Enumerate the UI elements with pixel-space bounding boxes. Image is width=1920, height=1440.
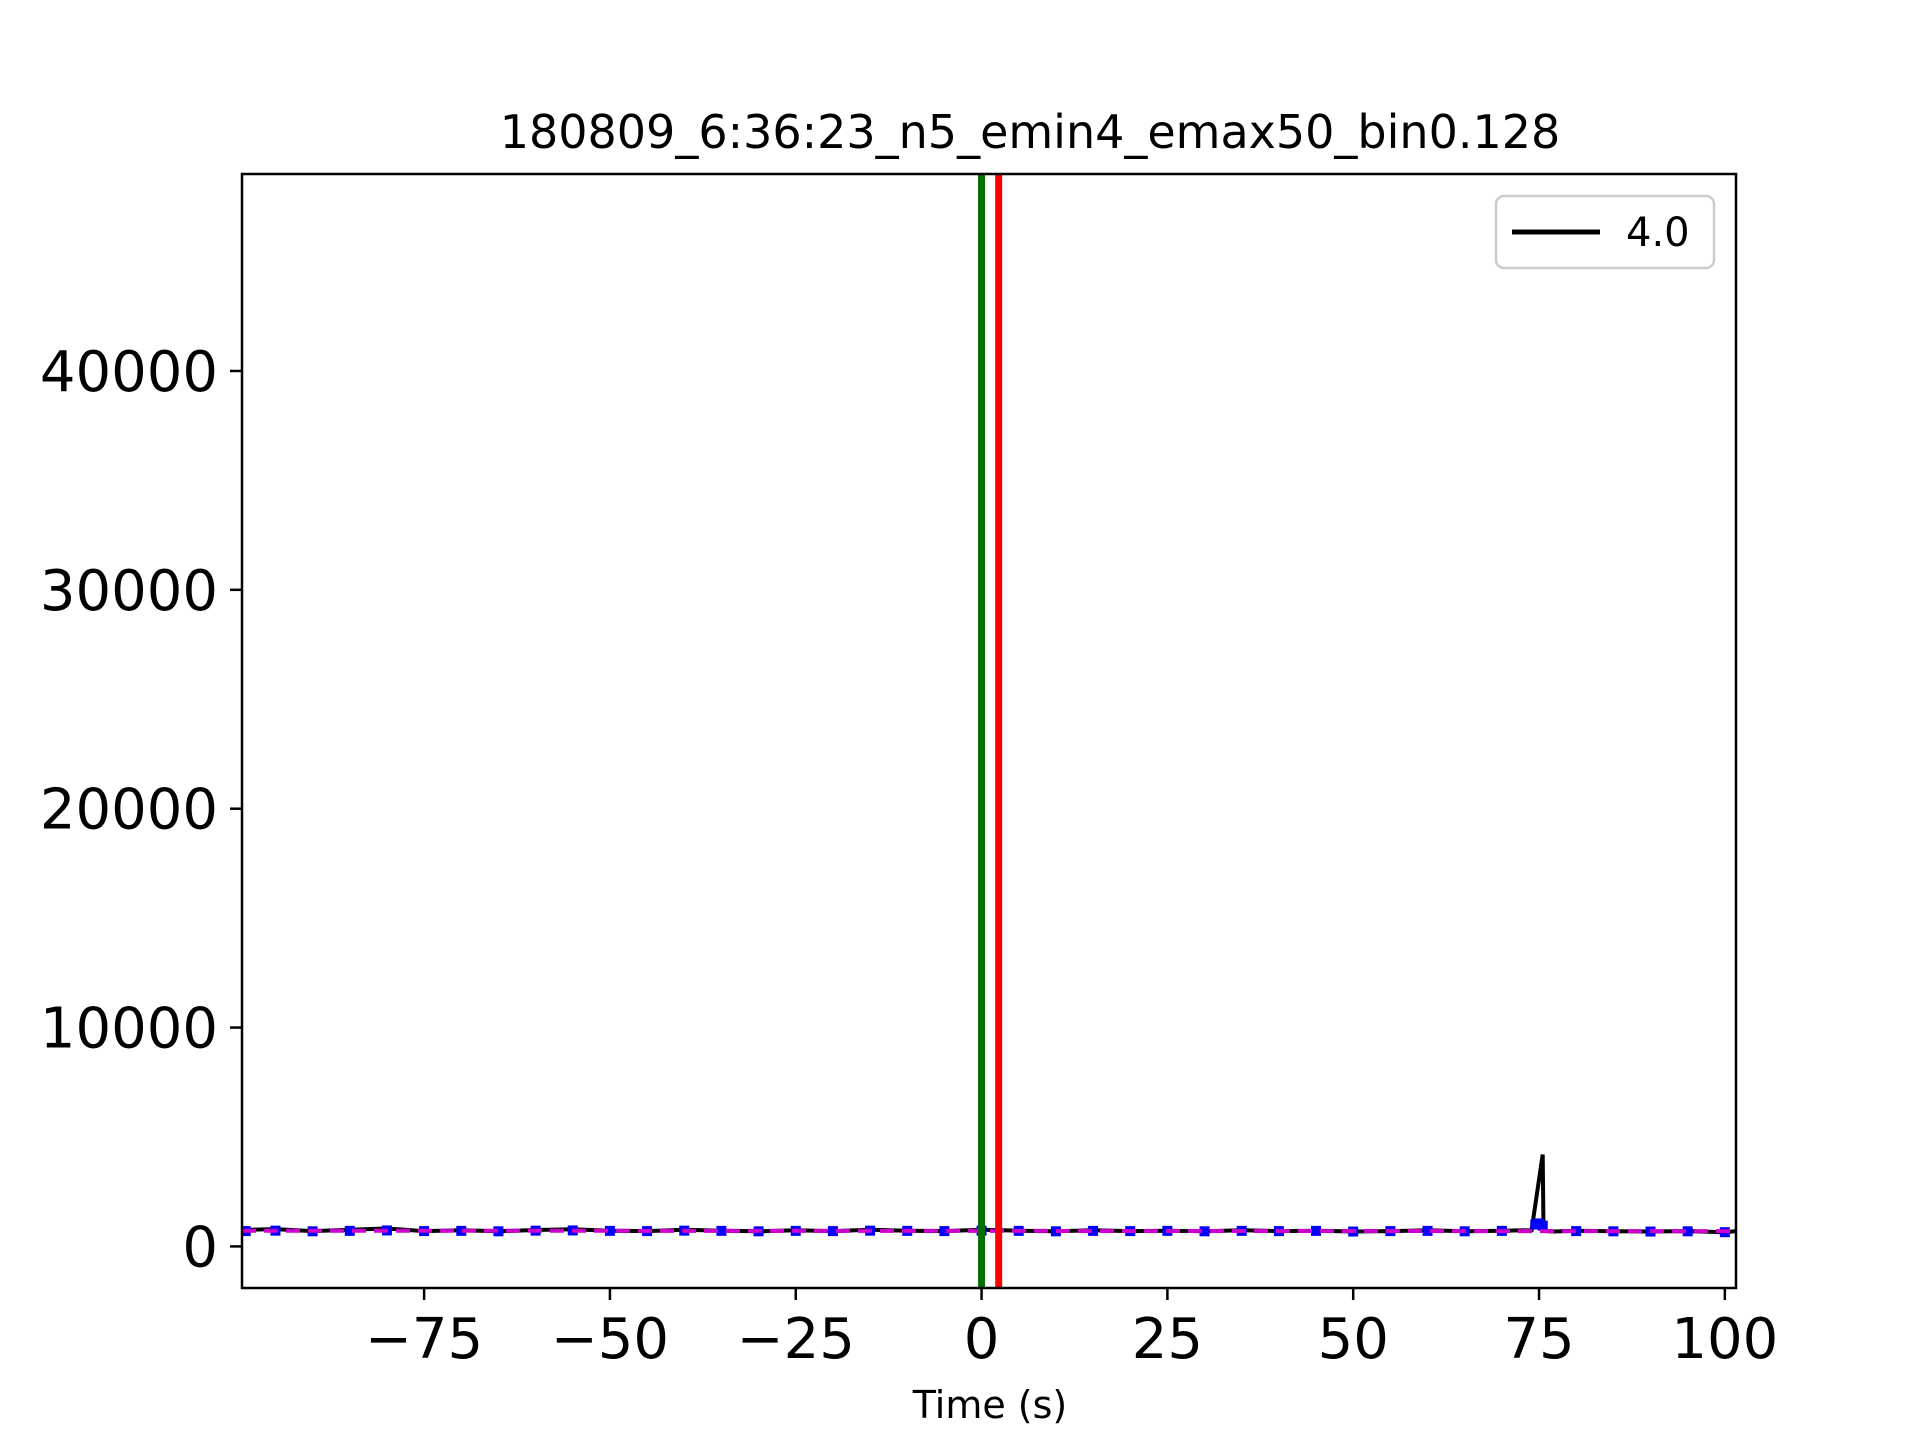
plot-area <box>242 174 1736 1288</box>
data-point <box>939 1226 950 1237</box>
chart-title: 180809_6:36:23_n5_emin4_emax50_bin0.128 <box>500 105 1561 159</box>
y-tick-label: 10000 <box>40 997 218 1062</box>
data-point <box>716 1225 727 1236</box>
x-tick-label: 75 <box>1503 1307 1574 1372</box>
y-tick-label: 0 <box>182 1215 218 1280</box>
data-point <box>827 1226 838 1237</box>
data-point <box>1571 1226 1582 1237</box>
series-line-0 <box>242 1154 1736 1235</box>
data-point <box>1537 1220 1548 1231</box>
data-point <box>456 1225 467 1236</box>
x-tick-label: −50 <box>551 1307 669 1372</box>
legend: 4.0 <box>1494 194 1716 270</box>
data-point <box>1199 1226 1210 1237</box>
data-point <box>604 1225 615 1236</box>
x-axis-ticks: −75 −50 −25 0 25 50 75 100 <box>365 1288 1778 1372</box>
data-point <box>1422 1225 1433 1236</box>
data-point <box>1311 1225 1322 1236</box>
data-point <box>1682 1226 1693 1237</box>
x-tick-label: 0 <box>964 1307 1000 1372</box>
x-axis-label: Time (s) <box>912 1383 1068 1427</box>
x-tick-label: 100 <box>1671 1307 1778 1372</box>
x-tick-label: 25 <box>1132 1307 1203 1372</box>
y-tick-label: 20000 <box>40 778 218 843</box>
data-point <box>344 1225 355 1236</box>
x-tick-label: 50 <box>1318 1307 1389 1372</box>
x-tick-label: −75 <box>365 1307 483 1372</box>
x-tick-label: −25 <box>737 1307 855 1372</box>
data-point <box>1050 1226 1061 1237</box>
legend-box <box>1494 194 1716 270</box>
data-point <box>493 1226 504 1237</box>
y-axis-ticks: 0 10000 20000 30000 40000 <box>40 340 242 1280</box>
data-point <box>1088 1225 1099 1236</box>
legend-label: 4.0 <box>1626 210 1690 256</box>
y-tick-label: 40000 <box>40 340 218 405</box>
y-tick-label: 30000 <box>40 559 218 624</box>
plot-frame <box>240 172 1738 1290</box>
